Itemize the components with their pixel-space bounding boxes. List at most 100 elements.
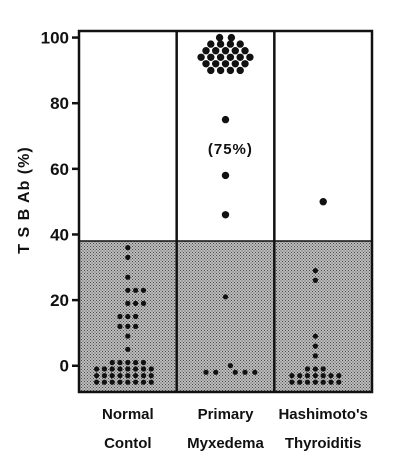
data-point — [312, 373, 318, 379]
category-label-line1: Normal — [102, 406, 154, 423]
data-point — [312, 343, 318, 349]
y-axis-title: T S B Ab (%) — [16, 146, 33, 253]
data-point — [216, 66, 225, 75]
data-point — [312, 277, 318, 283]
data-point — [231, 47, 239, 55]
data-point — [203, 369, 209, 375]
data-point — [94, 379, 100, 385]
data-point — [312, 353, 318, 359]
data-point — [125, 254, 131, 260]
shaded-normal-range — [79, 241, 372, 392]
data-point — [252, 369, 258, 375]
data-point — [117, 313, 123, 320]
data-point — [312, 268, 318, 274]
data-point — [212, 60, 220, 68]
data-point — [236, 66, 244, 75]
data-point — [140, 366, 147, 372]
data-point — [312, 379, 318, 385]
data-point — [202, 60, 210, 68]
data-point — [320, 379, 326, 385]
category-label-line2: Thyroiditis — [285, 435, 362, 452]
data-point — [236, 53, 244, 61]
data-point — [312, 333, 318, 339]
data-point — [232, 369, 238, 375]
data-point — [207, 40, 215, 48]
data-point — [148, 379, 154, 385]
data-point — [241, 60, 249, 68]
data-point — [320, 366, 326, 372]
category-label-line2: Contol — [104, 435, 151, 452]
data-point — [312, 366, 318, 372]
data-point — [227, 33, 236, 42]
data-point — [319, 198, 327, 206]
data-point — [133, 287, 139, 293]
data-point — [221, 171, 230, 180]
y-tick-label: 80 — [50, 94, 69, 113]
data-point — [125, 323, 131, 329]
data-point — [212, 47, 220, 55]
data-point — [336, 373, 342, 379]
data-point — [125, 366, 131, 372]
y-tick-label: 60 — [50, 160, 69, 179]
data-point — [226, 53, 235, 61]
data-point — [231, 60, 239, 68]
data-point — [133, 379, 139, 385]
data-point — [125, 379, 131, 385]
data-point — [109, 366, 115, 372]
data-point — [227, 363, 233, 369]
data-point — [215, 33, 224, 42]
data-point — [117, 359, 123, 366]
data-point — [94, 366, 100, 372]
data-point — [148, 366, 154, 372]
data-point — [101, 379, 107, 385]
data-point — [140, 300, 147, 306]
data-point — [140, 373, 147, 379]
data-point — [109, 359, 115, 366]
data-point — [148, 373, 154, 379]
data-point — [125, 346, 131, 352]
data-point — [140, 287, 147, 293]
data-point — [289, 373, 295, 379]
data-point — [207, 53, 215, 61]
data-point — [328, 379, 334, 385]
data-point — [140, 379, 147, 385]
data-point — [125, 274, 131, 280]
data-point — [226, 66, 235, 75]
data-point — [133, 366, 139, 372]
data-point — [109, 373, 115, 379]
data-point — [133, 323, 139, 329]
data-point — [221, 47, 230, 55]
data-point — [297, 373, 303, 379]
data-point — [117, 323, 123, 329]
data-point — [246, 53, 254, 61]
data-point — [289, 379, 295, 385]
category-label-line2: Myxedema — [187, 435, 264, 452]
data-point — [125, 313, 131, 320]
data-point — [320, 373, 326, 379]
data-point — [328, 373, 334, 379]
data-point — [304, 366, 311, 372]
data-point — [125, 287, 131, 293]
data-point — [109, 379, 115, 385]
data-point — [216, 53, 225, 61]
data-point — [125, 359, 131, 366]
data-point — [216, 40, 225, 48]
data-point — [221, 60, 230, 68]
category-label-line1: Hashimoto's — [278, 406, 367, 423]
y-tick-label: 100 — [41, 29, 69, 48]
data-point — [197, 53, 205, 61]
data-point — [133, 359, 139, 366]
data-point — [117, 366, 123, 372]
data-point — [125, 245, 131, 251]
data-point — [125, 300, 131, 306]
data-point — [133, 300, 139, 306]
data-point — [202, 47, 210, 55]
data-point — [140, 359, 147, 366]
data-point — [304, 379, 311, 385]
data-point — [236, 40, 244, 48]
y-tick-label: 20 — [50, 291, 69, 310]
data-point — [101, 373, 107, 379]
data-point — [207, 66, 215, 75]
category-label-line1: Primary — [198, 406, 255, 423]
